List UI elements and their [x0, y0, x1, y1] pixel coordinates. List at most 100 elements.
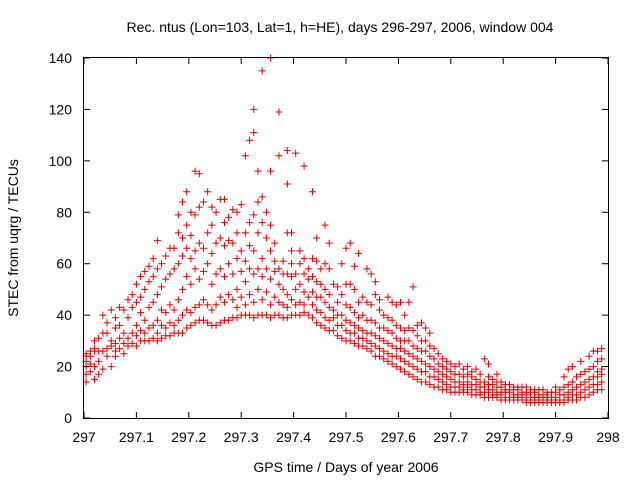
data-point [573, 383, 581, 391]
data-point [145, 303, 153, 311]
data-point [585, 383, 593, 391]
data-point [153, 291, 161, 299]
data-point [212, 208, 220, 216]
data-point [225, 316, 233, 324]
data-point [443, 365, 451, 373]
data-point [409, 363, 417, 371]
data-point [124, 296, 132, 304]
data-point [581, 378, 589, 386]
data-point [128, 329, 136, 337]
data-point [208, 306, 216, 314]
data-point [241, 278, 249, 286]
data-point [153, 265, 161, 273]
data-point [99, 347, 107, 355]
data-point [367, 270, 375, 278]
data-point [317, 280, 325, 288]
data-point [321, 221, 329, 229]
data-point [162, 275, 170, 283]
data-point [283, 180, 291, 188]
data-point [598, 378, 606, 386]
data-point [392, 301, 400, 309]
data-point [329, 314, 337, 322]
data-point [585, 375, 593, 383]
data-point [250, 247, 258, 255]
data-point [166, 301, 174, 309]
data-point [371, 342, 379, 350]
data-point [137, 327, 145, 335]
data-point [405, 298, 413, 306]
data-point [413, 332, 421, 340]
data-point [401, 327, 409, 335]
data-point [388, 360, 396, 368]
data-point [233, 303, 241, 311]
data-point [195, 301, 203, 309]
data-point [216, 319, 224, 327]
data-point [107, 363, 115, 371]
x-tick-label: 297.9 [538, 429, 573, 445]
data-point [220, 298, 228, 306]
data-point [405, 350, 413, 358]
data-point [355, 249, 363, 257]
data-point [258, 296, 266, 304]
data-point [334, 283, 342, 291]
data-point [283, 147, 291, 155]
data-point [250, 211, 258, 219]
data-point [376, 296, 384, 304]
data-point [589, 363, 597, 371]
data-point [292, 285, 300, 293]
data-point [409, 327, 417, 335]
x-tick-label: 297.8 [486, 429, 521, 445]
data-point [237, 247, 245, 255]
data-point [262, 288, 270, 296]
data-point [195, 170, 203, 178]
data-point [199, 244, 207, 252]
data-point [455, 360, 463, 368]
data-point [170, 244, 178, 252]
data-point [166, 319, 174, 327]
data-point [334, 298, 342, 306]
data-point [384, 350, 392, 358]
data-point [371, 291, 379, 299]
data-point [250, 298, 258, 306]
data-point [409, 342, 417, 350]
data-point [107, 306, 115, 314]
data-point [187, 280, 195, 288]
data-point [396, 324, 404, 332]
data-point [120, 329, 128, 337]
data-point [451, 363, 459, 371]
data-point [422, 347, 430, 355]
data-point [371, 278, 379, 286]
data-point [539, 386, 547, 394]
data-point [158, 260, 166, 268]
data-point [560, 391, 568, 399]
data-point [367, 347, 375, 355]
data-point [103, 319, 111, 327]
data-point [581, 393, 589, 401]
data-point [376, 352, 384, 360]
data-point [485, 360, 493, 368]
data-point [170, 321, 178, 329]
data-point [443, 381, 451, 389]
data-point [472, 375, 480, 383]
chart-title: Rec. ntus (Lon=103, Lat=1, h=HE), days 2… [127, 19, 554, 35]
data-point [99, 365, 107, 373]
y-axis: 0 20 40 60 80 100 120 140 [49, 50, 608, 426]
x-tick-label: 297 [72, 429, 96, 445]
data-point [355, 324, 363, 332]
data-point [174, 260, 182, 268]
data-point [384, 339, 392, 347]
data-point [158, 321, 166, 329]
data-point [145, 262, 153, 270]
data-point [384, 314, 392, 322]
data-point [90, 375, 98, 383]
data-point [577, 381, 585, 389]
data-point [254, 167, 262, 175]
data-point [141, 329, 149, 337]
data-point [409, 283, 417, 291]
y-tick-label: 120 [49, 101, 73, 117]
data-point [258, 219, 266, 227]
data-point [187, 208, 195, 216]
data-point [279, 257, 287, 265]
data-point [90, 363, 98, 371]
data-point [132, 332, 140, 340]
